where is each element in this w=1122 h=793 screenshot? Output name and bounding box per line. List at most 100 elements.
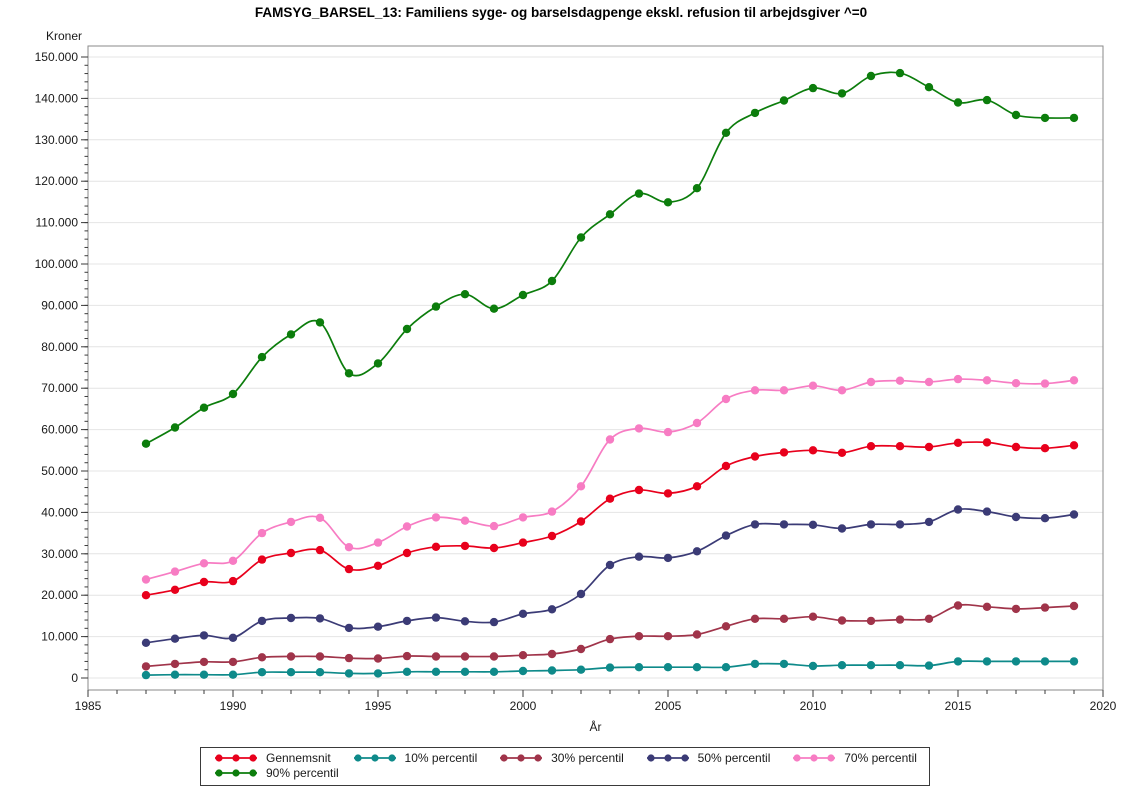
data-point	[170, 670, 180, 679]
data-point	[605, 210, 615, 219]
data-point	[518, 651, 528, 660]
data-point	[1011, 442, 1021, 452]
data-point	[808, 612, 818, 621]
data-point	[141, 591, 151, 600]
data-point	[924, 442, 934, 452]
x-tick-label: 2000	[510, 699, 537, 713]
x-axis-title: År	[589, 720, 602, 734]
data-point	[895, 615, 905, 624]
data-point	[634, 663, 644, 672]
data-point	[982, 438, 992, 447]
x-tick-label: 2020	[1090, 699, 1117, 713]
legend-marker-icon	[500, 754, 543, 762]
data-point	[1040, 603, 1050, 612]
data-point	[663, 427, 673, 437]
data-point	[837, 386, 847, 395]
data-point	[1069, 113, 1079, 123]
data-point	[315, 545, 325, 555]
data-point	[1069, 601, 1079, 611]
data-point	[953, 374, 963, 384]
data-point	[431, 667, 441, 676]
data-point	[170, 659, 180, 669]
data-point	[460, 667, 470, 676]
data-point	[1069, 657, 1079, 666]
data-point	[895, 376, 905, 385]
y-tick-label: 90.000	[41, 298, 78, 312]
data-point	[228, 556, 238, 565]
data-point	[750, 659, 760, 669]
data-point	[808, 661, 818, 671]
chart-title: FAMSYG_BARSEL_13: Familiens syge- og bar…	[254, 5, 868, 20]
data-point	[518, 513, 528, 522]
x-tick-label: 1985	[75, 699, 102, 713]
data-point	[634, 424, 644, 433]
data-point	[402, 522, 412, 531]
data-point	[605, 634, 615, 644]
data-point	[402, 667, 412, 676]
data-point	[286, 330, 296, 339]
data-point	[141, 638, 151, 647]
legend-entry-70-percentil: 70% percentil	[791, 751, 917, 765]
data-point	[315, 513, 325, 522]
data-point	[518, 666, 528, 676]
data-point	[779, 448, 789, 457]
data-point	[1040, 379, 1050, 388]
x-tick-label: 1990	[220, 699, 247, 713]
data-point	[982, 95, 992, 105]
y-tick-label: 10.000	[41, 630, 78, 644]
data-point	[141, 662, 151, 671]
legend-marker-icon	[793, 754, 836, 762]
data-point	[634, 632, 644, 641]
legend-entry-90-percentil: 90% percentil	[213, 766, 339, 780]
data-point	[373, 669, 383, 678]
legend-entry-gennemsnit: Gennemsnit	[213, 751, 331, 765]
data-point	[721, 461, 731, 471]
y-tick-label: 140.000	[35, 91, 79, 105]
data-point	[1040, 113, 1050, 123]
data-point	[982, 657, 992, 666]
data-point	[1040, 444, 1050, 453]
data-point	[779, 96, 789, 105]
data-point	[837, 524, 847, 533]
data-point	[663, 553, 673, 563]
y-axis: 0 10.000 20.000 30.000 40.000 50.000 60.000 70.…	[35, 50, 88, 685]
data-point	[431, 302, 441, 311]
data-point	[199, 559, 209, 568]
data-point	[1011, 512, 1021, 522]
data-point	[953, 601, 963, 610]
data-point	[489, 667, 499, 676]
legend-entry-50-percentil: 50% percentil	[645, 751, 770, 765]
data-point	[286, 613, 296, 623]
data-point	[721, 622, 731, 631]
legend-entry-10-percentil: 10% percentil	[352, 751, 477, 765]
data-point	[1011, 604, 1021, 614]
data-point	[286, 652, 296, 661]
data-point	[199, 577, 209, 587]
data-point	[257, 668, 267, 677]
data-point	[1011, 110, 1021, 120]
data-point	[982, 507, 992, 516]
data-point	[547, 531, 557, 541]
data-point	[141, 575, 151, 584]
x-tick-label: 2015	[945, 699, 972, 713]
data-point	[344, 623, 354, 633]
data-point	[460, 617, 470, 626]
data-point	[837, 616, 847, 625]
data-point	[257, 653, 267, 662]
data-point	[750, 108, 760, 118]
data-point	[576, 665, 586, 674]
data-point	[808, 381, 818, 390]
data-point	[257, 555, 267, 564]
plot-frame	[87, 45, 1104, 691]
data-point	[924, 614, 934, 623]
data-point	[692, 418, 702, 428]
data-point	[547, 276, 557, 286]
legend-marker-icon	[646, 754, 689, 762]
data-point	[779, 520, 789, 529]
data-point	[431, 513, 441, 522]
data-point	[344, 369, 354, 378]
data-point	[228, 657, 238, 667]
series-70-percentil	[141, 374, 1079, 584]
